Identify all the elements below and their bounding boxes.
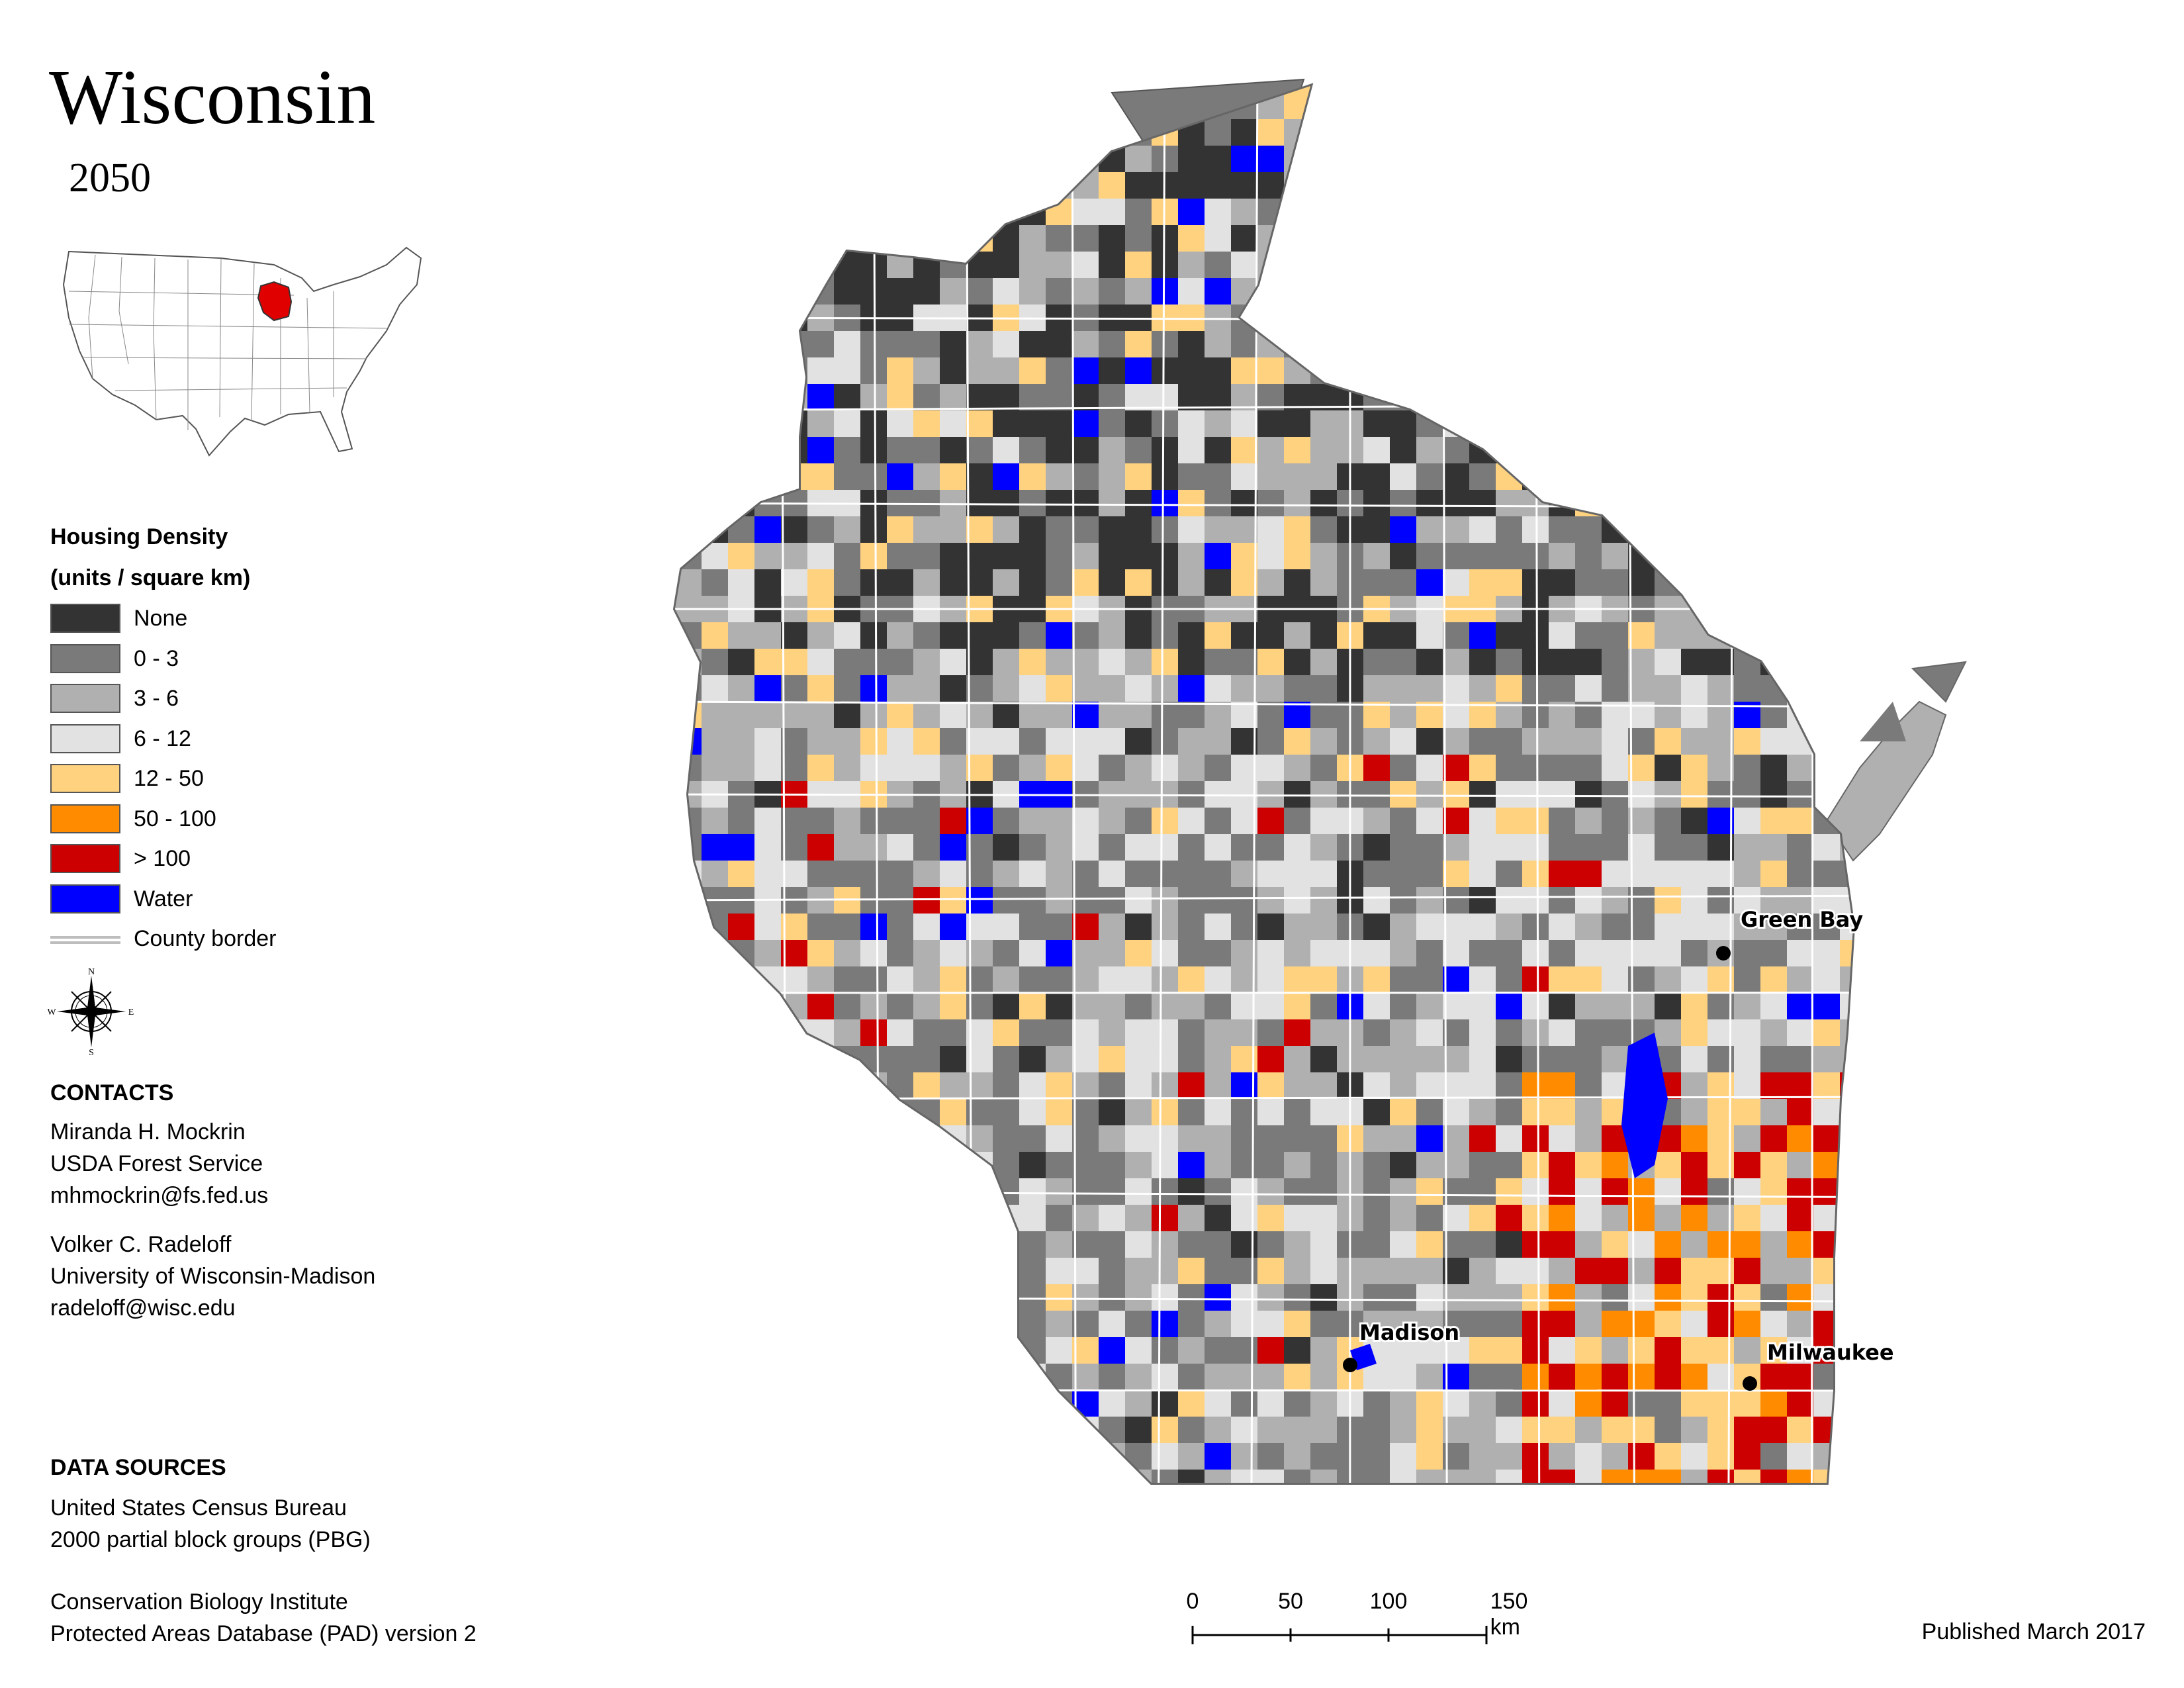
legend-label: > 100 bbox=[134, 846, 191, 871]
legend-swatch bbox=[50, 884, 120, 914]
city-dot bbox=[1743, 1376, 1757, 1391]
legend-item: 3 - 6 bbox=[50, 684, 514, 724]
source-line: United States Census Bureau bbox=[50, 1495, 347, 1521]
legend-swatch bbox=[50, 804, 120, 833]
us-state-lines bbox=[68, 254, 387, 430]
contact-name: Miranda H. Mockrin bbox=[50, 1119, 246, 1145]
contact-org: University of Wisconsin-Madison bbox=[50, 1264, 376, 1289]
legend-label: 50 - 100 bbox=[134, 806, 216, 831]
scale-tick-label: 100 bbox=[1369, 1589, 1408, 1614]
scale-tick-label: 50 bbox=[1278, 1589, 1303, 1614]
contact-email: radeloff@wisc.edu bbox=[50, 1295, 236, 1321]
county-border-swatch bbox=[50, 936, 120, 944]
published-date: Published March 2017 bbox=[1921, 1619, 2146, 1644]
data-source-2: Conservation Biology Institute Protected… bbox=[50, 1586, 477, 1650]
scale-bar: 0 50 100 150 km bbox=[1185, 1589, 1527, 1655]
compass-e: E bbox=[128, 1008, 134, 1017]
source-line: 2000 partial block groups (PBG) bbox=[50, 1527, 371, 1552]
us-outline bbox=[62, 246, 422, 457]
island-ne bbox=[1911, 661, 1967, 703]
legend-swatch bbox=[50, 643, 120, 673]
legend-swatch bbox=[50, 604, 120, 633]
legend-label: County border bbox=[134, 926, 277, 951]
legend-item: None bbox=[50, 604, 514, 644]
island-ne-2 bbox=[1860, 702, 1906, 741]
legend-item-county-border: County border bbox=[50, 924, 514, 964]
city-dot bbox=[1716, 946, 1731, 961]
legend-swatch bbox=[50, 724, 120, 753]
legend-label: Water bbox=[134, 886, 193, 912]
legend-title: Housing Density bbox=[50, 524, 228, 549]
city-dot bbox=[1343, 1358, 1357, 1372]
legend-label: 6 - 12 bbox=[134, 726, 191, 751]
city-markers: Green Bay Madison Milwaukee bbox=[1343, 905, 1896, 1391]
legend-item: 12 - 50 bbox=[50, 764, 514, 804]
legend-item: 6 - 12 bbox=[50, 724, 514, 765]
source-line: Protected Areas Database (PAD) version 2 bbox=[50, 1621, 477, 1646]
legend-label: 12 - 50 bbox=[134, 766, 204, 791]
wisconsin-housing-density-map: Green Bay Madison Milwaukee bbox=[649, 78, 1967, 1562]
legend-item: Water bbox=[50, 884, 514, 925]
contact-1: Miranda H. Mockrin USDA Forest Service m… bbox=[50, 1116, 268, 1211]
compass-n: N bbox=[88, 968, 95, 977]
lake-winnebago bbox=[1621, 1033, 1668, 1178]
us-inset-map bbox=[62, 246, 422, 457]
legend-label: 3 - 6 bbox=[134, 686, 179, 711]
compass-rose-icon: N S W E bbox=[48, 968, 134, 1055]
city-label: Madison bbox=[1359, 1320, 1459, 1345]
wisconsin-highlight bbox=[257, 281, 293, 322]
city-label: Milwaukee bbox=[1767, 1340, 1894, 1365]
scale-bar-line bbox=[1191, 1626, 1488, 1644]
city-label: Green Bay bbox=[1741, 907, 1863, 932]
contact-org: USDA Forest Service bbox=[50, 1151, 263, 1176]
legend-swatch bbox=[50, 684, 120, 713]
legend-item: 50 - 100 bbox=[50, 804, 514, 845]
scale-tick-label: 0 bbox=[1186, 1589, 1199, 1614]
legend-swatch bbox=[50, 764, 120, 793]
contacts-heading: CONTACTS bbox=[50, 1080, 174, 1105]
legend-label: None bbox=[134, 606, 188, 631]
map-title: Wisconsin bbox=[49, 54, 376, 140]
legend-swatch bbox=[50, 844, 120, 873]
door-peninsula bbox=[1825, 700, 1947, 862]
legend-item: > 100 bbox=[50, 844, 514, 884]
legend-item: 0 - 3 bbox=[50, 643, 514, 684]
compass-s: S bbox=[89, 1048, 94, 1055]
contact-email: mhmockrin@fs.fed.us bbox=[50, 1183, 269, 1208]
legend-units: (units / square km) bbox=[50, 565, 251, 590]
source-line: Conservation Biology Institute bbox=[50, 1589, 348, 1615]
legend-label: 0 - 3 bbox=[134, 645, 179, 671]
map-year: 2050 bbox=[69, 156, 151, 201]
scale-tick-label: 150 km bbox=[1490, 1589, 1528, 1640]
compass-w: W bbox=[48, 1008, 56, 1017]
data-sources-heading: DATA SOURCES bbox=[50, 1455, 226, 1480]
legend: Housing Density (units / square km) None… bbox=[50, 516, 514, 964]
contact-2: Volker C. Radeloff University of Wiscons… bbox=[50, 1229, 375, 1324]
contact-name: Volker C. Radeloff bbox=[50, 1232, 232, 1257]
data-source-1: United States Census Bureau 2000 partial… bbox=[50, 1492, 371, 1556]
